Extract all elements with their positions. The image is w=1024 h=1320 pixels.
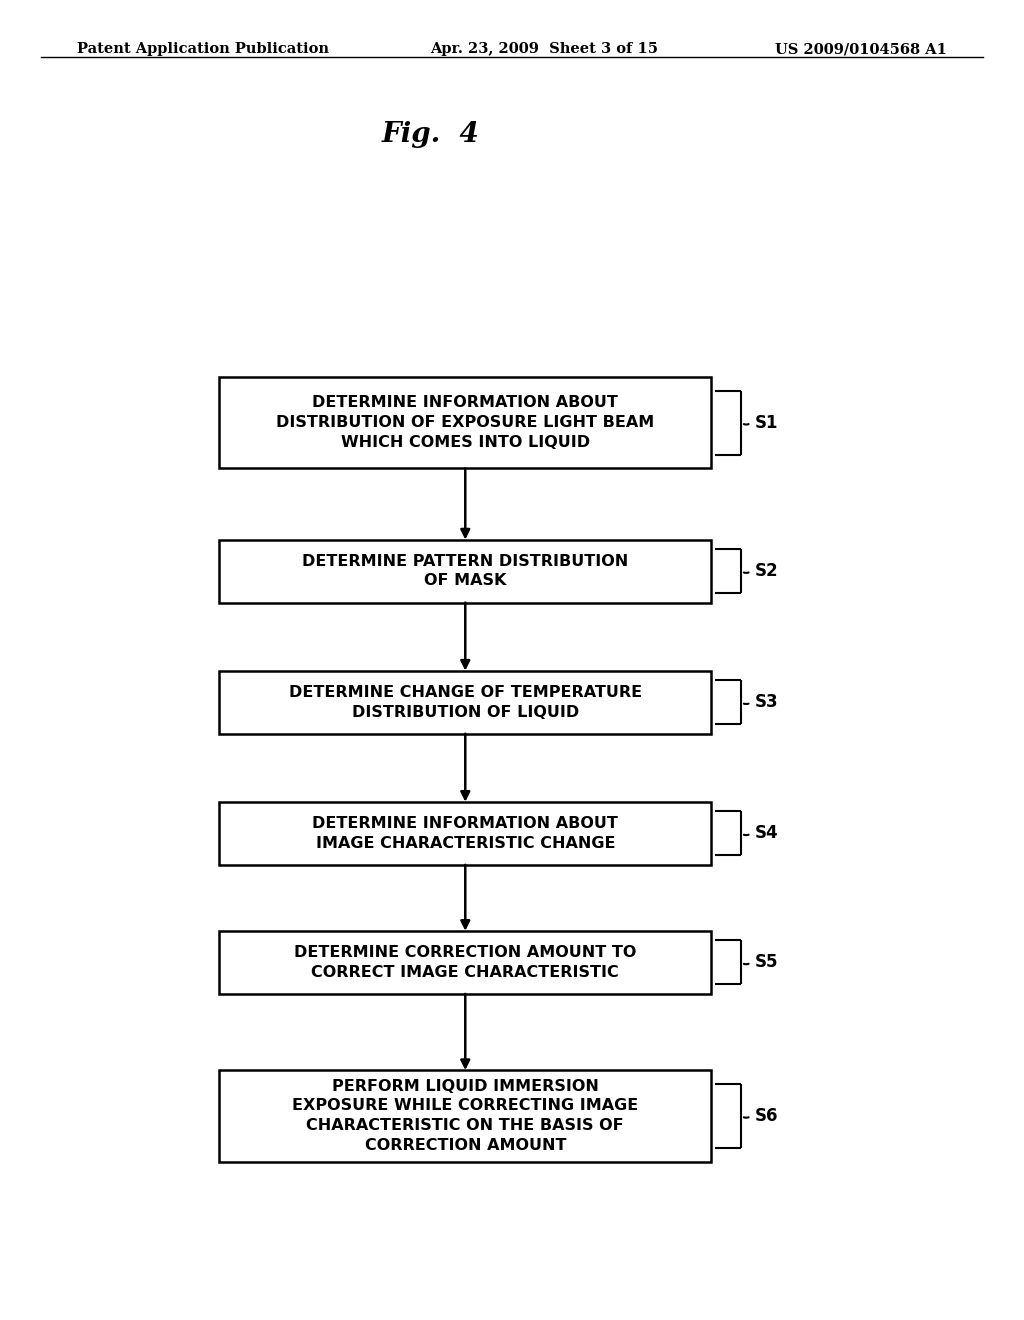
Text: Patent Application Publication: Patent Application Publication	[77, 42, 329, 57]
Text: DETERMINE INFORMATION ABOUT
IMAGE CHARACTERISTIC CHANGE: DETERMINE INFORMATION ABOUT IMAGE CHARAC…	[312, 816, 618, 850]
Text: DETERMINE PATTERN DISTRIBUTION
OF MASK: DETERMINE PATTERN DISTRIBUTION OF MASK	[302, 553, 629, 589]
Text: Fig.  4: Fig. 4	[381, 121, 479, 148]
Text: S6: S6	[755, 1107, 778, 1125]
Text: US 2009/0104568 A1: US 2009/0104568 A1	[775, 42, 947, 57]
Bar	[219, 378, 712, 469]
Text: DETERMINE CHANGE OF TEMPERATURE
DISTRIBUTION OF LIQUID: DETERMINE CHANGE OF TEMPERATURE DISTRIBU…	[289, 685, 642, 719]
Text: DETERMINE INFORMATION ABOUT
DISTRIBUTION OF EXPOSURE LIGHT BEAM
WHICH COMES INTO: DETERMINE INFORMATION ABOUT DISTRIBUTION…	[276, 396, 654, 450]
Text: DETERMINE CORRECTION AMOUNT TO
CORRECT IMAGE CHARACTERISTIC: DETERMINE CORRECTION AMOUNT TO CORRECT I…	[294, 945, 637, 979]
Bar	[219, 671, 712, 734]
Text: PERFORM LIQUID IMMERSION
EXPOSURE WHILE CORRECTING IMAGE
CHARACTERISTIC ON THE B: PERFORM LIQUID IMMERSION EXPOSURE WHILE …	[292, 1078, 638, 1154]
Text: S3: S3	[755, 693, 778, 711]
Bar	[219, 931, 712, 994]
Bar	[219, 540, 712, 602]
Bar	[219, 801, 712, 865]
Text: Apr. 23, 2009  Sheet 3 of 15: Apr. 23, 2009 Sheet 3 of 15	[430, 42, 658, 57]
Text: S5: S5	[755, 953, 778, 972]
Bar	[219, 1071, 712, 1162]
Text: S2: S2	[755, 562, 778, 579]
Text: S1: S1	[755, 413, 778, 432]
Text: S4: S4	[755, 824, 778, 842]
